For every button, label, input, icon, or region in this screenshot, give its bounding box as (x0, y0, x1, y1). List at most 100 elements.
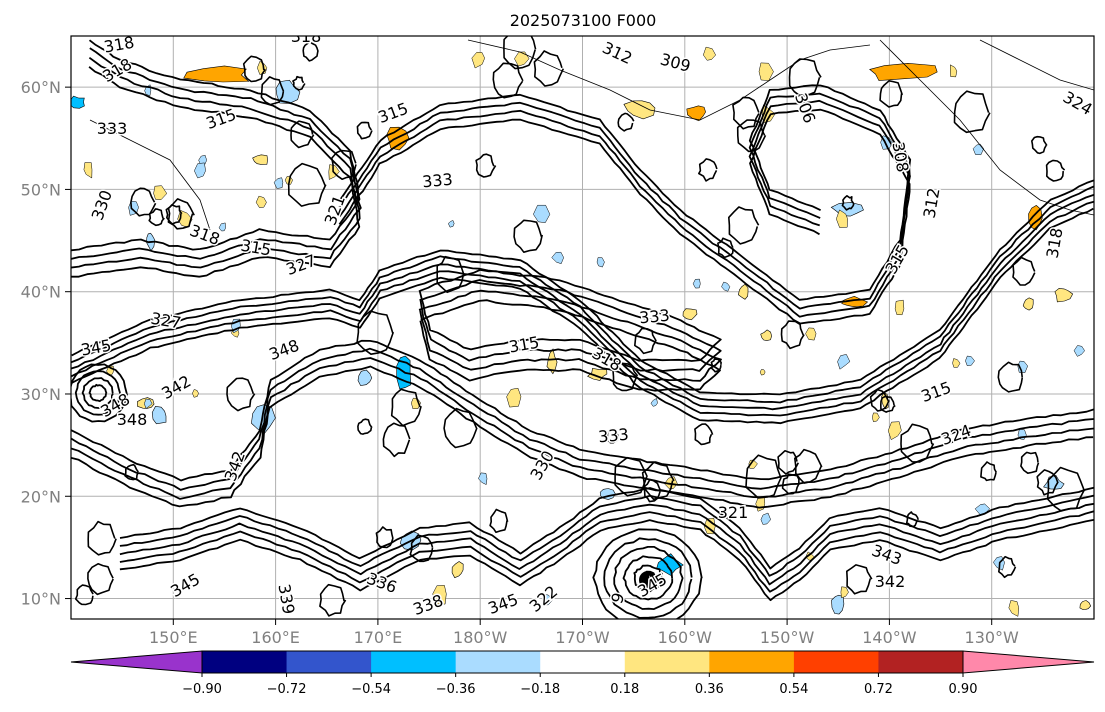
shaded-region (965, 355, 975, 366)
contour-line (794, 448, 823, 484)
contour-line (165, 204, 183, 225)
contour-line (287, 162, 327, 207)
contour-label: 339 (274, 582, 298, 615)
contour-line (492, 62, 524, 99)
storm-center-marker (639, 571, 657, 589)
contour-line (71, 363, 129, 423)
contour-line (74, 584, 94, 606)
x-tick-label: 160°E (251, 628, 300, 647)
colorbar-tick-label: 0.90 (949, 682, 978, 697)
shaded-region (451, 561, 464, 579)
contour-line (74, 370, 122, 416)
colorbar-segment (709, 651, 795, 673)
shaded-region (596, 257, 605, 268)
contour-line (998, 555, 1017, 579)
contour-line (290, 120, 315, 149)
shaded-region (218, 222, 226, 232)
colorbar-tick-label: −0.72 (267, 682, 307, 697)
contour-line (781, 473, 800, 495)
contour-line (87, 563, 114, 596)
contour-line (242, 55, 267, 83)
contour-line (846, 564, 873, 595)
contour-line (613, 546, 684, 610)
colorbar-segment (286, 651, 372, 673)
contour-line (633, 564, 663, 593)
colorbar-segment (624, 651, 710, 673)
contour-line (1036, 469, 1059, 496)
shaded-region (837, 354, 851, 370)
colorbar-segment (455, 651, 541, 673)
contour-line (226, 377, 256, 412)
shaded-region (83, 162, 93, 179)
contour-line (71, 200, 1094, 417)
contour-line (71, 365, 1094, 509)
contour-line (88, 383, 108, 403)
shaded-region (151, 405, 167, 425)
contour-line (513, 219, 543, 253)
contour-line (338, 99, 911, 318)
chart-title: 2025073100 F000 (510, 11, 657, 30)
contour-line (71, 47, 362, 260)
contour-line (980, 461, 998, 482)
contour-line (419, 299, 721, 392)
contour-line (71, 339, 1094, 482)
contour-line (643, 478, 662, 503)
contour-line (119, 519, 1094, 602)
contour-line (592, 528, 703, 619)
x-tick-label: 130°W (965, 628, 1020, 647)
shaded-region (144, 398, 153, 409)
contour-line (357, 418, 373, 435)
colorbar: −0.90 −0.72 −0.54 −0.36 −0.18 0.18 0.36 0.54 0.7… (70, 650, 1095, 697)
shaded-region (869, 62, 938, 81)
contour-line (81, 377, 114, 409)
y-tick-label: 10°N (21, 590, 61, 609)
shaded-region (887, 421, 902, 441)
contour-line (603, 537, 693, 619)
shaded-region (533, 204, 551, 223)
colorbar-tick-label: −0.90 (182, 682, 222, 697)
colorbar-tick-label: −0.18 (520, 682, 560, 697)
contour-line (356, 310, 395, 355)
contour-line (905, 511, 919, 528)
contour-line (475, 153, 497, 178)
contour-line (375, 526, 394, 549)
contour-line (1012, 256, 1036, 286)
contour-line (614, 456, 649, 497)
shaded-region (623, 100, 656, 120)
contour-line (612, 362, 639, 392)
shaded-region (514, 51, 530, 67)
y-tick-label: 60°N (21, 78, 61, 97)
colorbar-extend-low (70, 650, 203, 674)
contour-line (319, 583, 347, 617)
x-tick-label: 170°E (354, 628, 403, 647)
contour-line (728, 206, 760, 245)
shaded-region (542, 593, 553, 606)
contour-label: 333 (421, 170, 453, 192)
contour-line (622, 555, 674, 601)
theta-contours (71, 36, 1094, 619)
shaded-region (686, 105, 706, 122)
contour-line (71, 193, 1094, 411)
colorbar-tick-label: 0.18 (610, 682, 639, 697)
contour-line (260, 76, 285, 106)
shaded-region (894, 299, 905, 316)
contour-line (71, 179, 1094, 396)
coastline (467, 39, 871, 121)
shaded-region (1022, 297, 1034, 311)
contour-line (533, 50, 565, 87)
shaded-region (192, 389, 199, 398)
contour-line (119, 510, 1094, 593)
shaded-region (1073, 345, 1086, 357)
shaded-region (506, 387, 522, 408)
contour-line (745, 454, 782, 499)
contour-line (87, 520, 117, 556)
shaded-region (273, 177, 284, 189)
contour-line (605, 428, 620, 444)
shaded-region (183, 65, 250, 83)
shaded-region (447, 220, 455, 228)
shaded-region (840, 586, 849, 599)
shaded-region (478, 472, 488, 485)
contour-line (879, 80, 904, 108)
contour-line (880, 395, 896, 413)
